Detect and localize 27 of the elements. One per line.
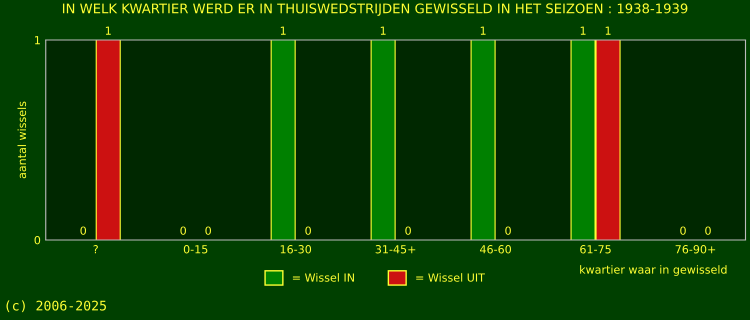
x-tick-label: 16-30 — [280, 245, 312, 254]
x-tick-label: 31-45+ — [376, 245, 416, 254]
data-label: 0 — [305, 226, 311, 235]
data-label: 1 — [380, 26, 386, 35]
x-tick-label: 46-60 — [480, 245, 511, 254]
data-label: 1 — [280, 26, 286, 35]
data-label: 0 — [680, 226, 686, 235]
data-label: 1 — [480, 26, 486, 35]
data-label: 0 — [405, 226, 411, 235]
data-label: 1 — [106, 26, 111, 35]
data-label: 0 — [205, 226, 211, 235]
x-tick-label: 76-90+ — [676, 245, 716, 254]
data-label: 0 — [705, 226, 711, 235]
x-tick-label: 0-15 — [184, 245, 208, 254]
x-axis-title: kwartier waar in gewisseld — [580, 265, 726, 276]
data-label: 1 — [580, 26, 586, 35]
legend-label: = Wissel UIT — [416, 273, 485, 282]
data-label: 0 — [180, 226, 186, 235]
x-tick-label: ? — [94, 245, 98, 254]
x-tick-label: 61-75 — [580, 245, 611, 254]
data-label: 0 — [80, 226, 86, 235]
text: (c) 2006-2025 — [6, 300, 106, 312]
y-axis-title: aantal wissels — [18, 102, 26, 178]
data-label: 1 — [606, 26, 611, 35]
data-label: 0 — [505, 226, 511, 235]
legend-label: = Wissel IN — [292, 273, 354, 282]
chart-title: IN WELK KWARTIER WERD ER IN THUISWEDSTRIJDEN GEWISSELD IN HET SEIZOEN : 1938-1939 — [62, 3, 688, 16]
